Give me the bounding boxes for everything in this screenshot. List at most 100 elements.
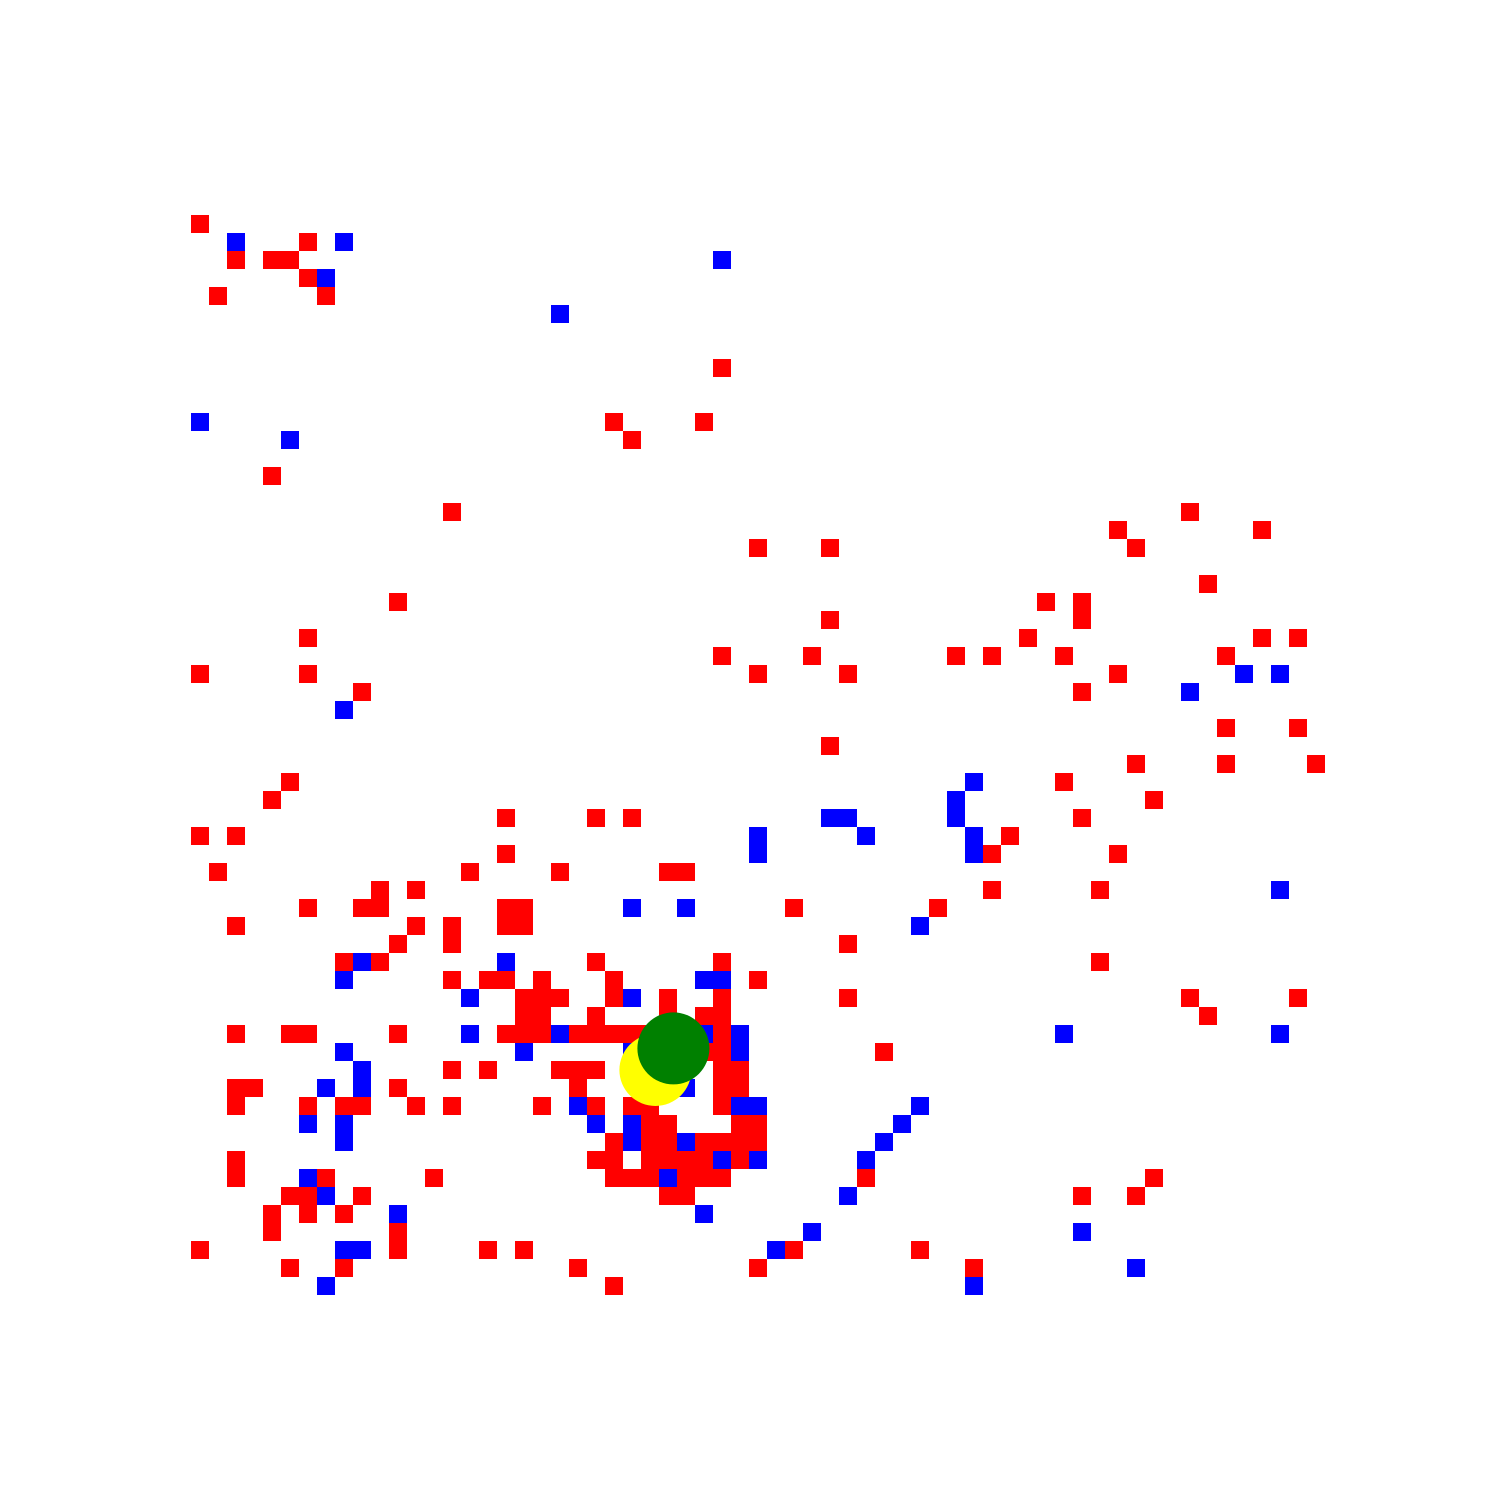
blue-cell — [353, 1079, 371, 1097]
blue-cell — [713, 251, 731, 269]
red-cell — [713, 1133, 731, 1151]
red-cell — [713, 1025, 731, 1043]
red-cell — [1289, 719, 1307, 737]
red-cell — [605, 1151, 623, 1169]
red-cell — [317, 287, 335, 305]
blue-cell — [947, 791, 965, 809]
blue-cell — [335, 1115, 353, 1133]
red-cell — [443, 917, 461, 935]
red-cell — [587, 1025, 605, 1043]
red-cell — [1127, 755, 1145, 773]
red-cell — [191, 215, 209, 233]
red-cell — [1289, 989, 1307, 1007]
red-cell — [299, 1097, 317, 1115]
blue-cell — [677, 1133, 695, 1151]
red-cell — [965, 1259, 983, 1277]
red-cell — [551, 1061, 569, 1079]
red-cell — [641, 1133, 659, 1151]
blue-cell — [731, 1043, 749, 1061]
red-cell — [263, 791, 281, 809]
blue-cell — [1181, 683, 1199, 701]
red-cell — [389, 935, 407, 953]
red-cell — [1073, 809, 1091, 827]
red-cell — [677, 863, 695, 881]
red-cell — [821, 737, 839, 755]
red-cell — [983, 845, 1001, 863]
blue-cell — [551, 1025, 569, 1043]
red-cell — [533, 1097, 551, 1115]
blue-cell — [713, 1151, 731, 1169]
red-cell — [623, 1025, 641, 1043]
red-cell — [749, 539, 767, 557]
red-cell — [533, 1007, 551, 1025]
red-cell — [587, 1007, 605, 1025]
blue-cell — [587, 1115, 605, 1133]
red-cell — [497, 1025, 515, 1043]
red-cell — [515, 989, 533, 1007]
red-cell — [479, 971, 497, 989]
red-cell — [569, 1079, 587, 1097]
blue-cell — [191, 413, 209, 431]
red-cell — [1091, 881, 1109, 899]
blue-cell — [947, 809, 965, 827]
red-cell — [371, 881, 389, 899]
red-cell — [371, 899, 389, 917]
red-cell — [569, 1061, 587, 1079]
red-cell — [443, 971, 461, 989]
red-cell — [191, 665, 209, 683]
red-cell — [623, 1169, 641, 1187]
red-cell — [875, 1043, 893, 1061]
red-cell — [299, 1205, 317, 1223]
red-cell — [695, 1151, 713, 1169]
blue-cell — [659, 1169, 677, 1187]
red-cell — [731, 1151, 749, 1169]
red-cell — [497, 845, 515, 863]
red-cell — [713, 1007, 731, 1025]
blue-cell — [1271, 665, 1289, 683]
blue-cell — [749, 827, 767, 845]
red-cell — [749, 1259, 767, 1277]
blue-cell — [695, 1205, 713, 1223]
red-cell — [839, 665, 857, 683]
red-cell — [587, 1151, 605, 1169]
red-cell — [281, 1025, 299, 1043]
red-cell — [281, 773, 299, 791]
red-cell — [1109, 665, 1127, 683]
blue-cell — [335, 1133, 353, 1151]
blue-cell — [839, 1187, 857, 1205]
blue-cell — [965, 773, 983, 791]
blue-cell — [677, 899, 695, 917]
red-cell — [227, 827, 245, 845]
red-cell — [1145, 791, 1163, 809]
red-cell — [479, 1061, 497, 1079]
red-cell — [515, 917, 533, 935]
red-cell — [605, 1025, 623, 1043]
red-cell — [353, 1187, 371, 1205]
blue-cell — [965, 845, 983, 863]
blue-cell — [821, 809, 839, 827]
red-cell — [839, 935, 857, 953]
red-cell — [659, 1133, 677, 1151]
red-cell — [317, 1169, 335, 1187]
agent-token — [637, 1012, 710, 1085]
red-cell — [1109, 845, 1127, 863]
red-cell — [641, 1151, 659, 1169]
red-cell — [389, 1241, 407, 1259]
red-cell — [605, 413, 623, 431]
red-cell — [515, 899, 533, 917]
red-cell — [929, 899, 947, 917]
red-cell — [533, 1025, 551, 1043]
red-cell — [389, 1025, 407, 1043]
blue-cell — [749, 1097, 767, 1115]
red-cell — [785, 1241, 803, 1259]
red-cell — [749, 1133, 767, 1151]
red-cell — [353, 899, 371, 917]
blue-cell — [893, 1115, 911, 1133]
red-cell — [281, 251, 299, 269]
red-cell — [983, 881, 1001, 899]
red-cell — [1091, 953, 1109, 971]
red-cell — [335, 1205, 353, 1223]
blue-cell — [749, 845, 767, 863]
red-cell — [1037, 593, 1055, 611]
